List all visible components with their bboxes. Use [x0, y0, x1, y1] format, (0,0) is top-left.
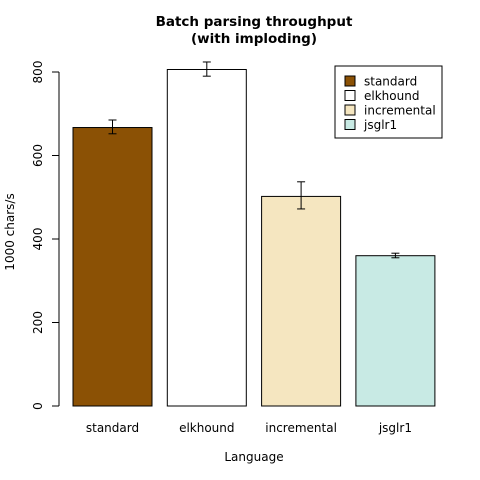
- y-tick-label: 800: [31, 61, 45, 84]
- x-axis-label: Language: [224, 450, 283, 464]
- y-axis-label: 1000 chars/s: [3, 193, 17, 270]
- x-axis-tick-labels: standard elkhound incremental jsglr1: [86, 421, 412, 435]
- legend-swatch-jsglr1: [344, 119, 356, 130]
- legend-label: standard: [364, 75, 417, 89]
- legend-swatch-elkhound: [344, 90, 356, 101]
- y-axis-ticks: 0 200 400 600 800: [31, 61, 59, 410]
- x-tick-label: incremental: [265, 421, 337, 435]
- legend-label: elkhound: [364, 89, 419, 103]
- chart-subtitle: (with imploding): [191, 31, 317, 47]
- bar-incremental: [261, 195, 342, 407]
- error-bars: [108, 61, 400, 259]
- y-tick-label: 400: [31, 228, 45, 251]
- chart-title: Batch parsing throughput: [156, 14, 353, 30]
- legend-label: jsglr1: [363, 118, 397, 132]
- y-tick-label: 600: [31, 144, 45, 167]
- bar-elkhound: [166, 68, 247, 407]
- x-tick-label: jsglr1: [378, 421, 412, 435]
- y-tick-label: 0: [31, 402, 45, 410]
- bar-jsglr1: [355, 255, 436, 407]
- x-tick-label: standard: [86, 421, 139, 435]
- legend-swatch-incremental: [344, 104, 356, 116]
- x-tick-label: elkhound: [179, 421, 234, 435]
- legend-label: incremental: [364, 104, 436, 118]
- legend-swatch-standard: [344, 75, 356, 87]
- bar-standard: [72, 127, 153, 407]
- y-tick-label: 200: [31, 311, 45, 334]
